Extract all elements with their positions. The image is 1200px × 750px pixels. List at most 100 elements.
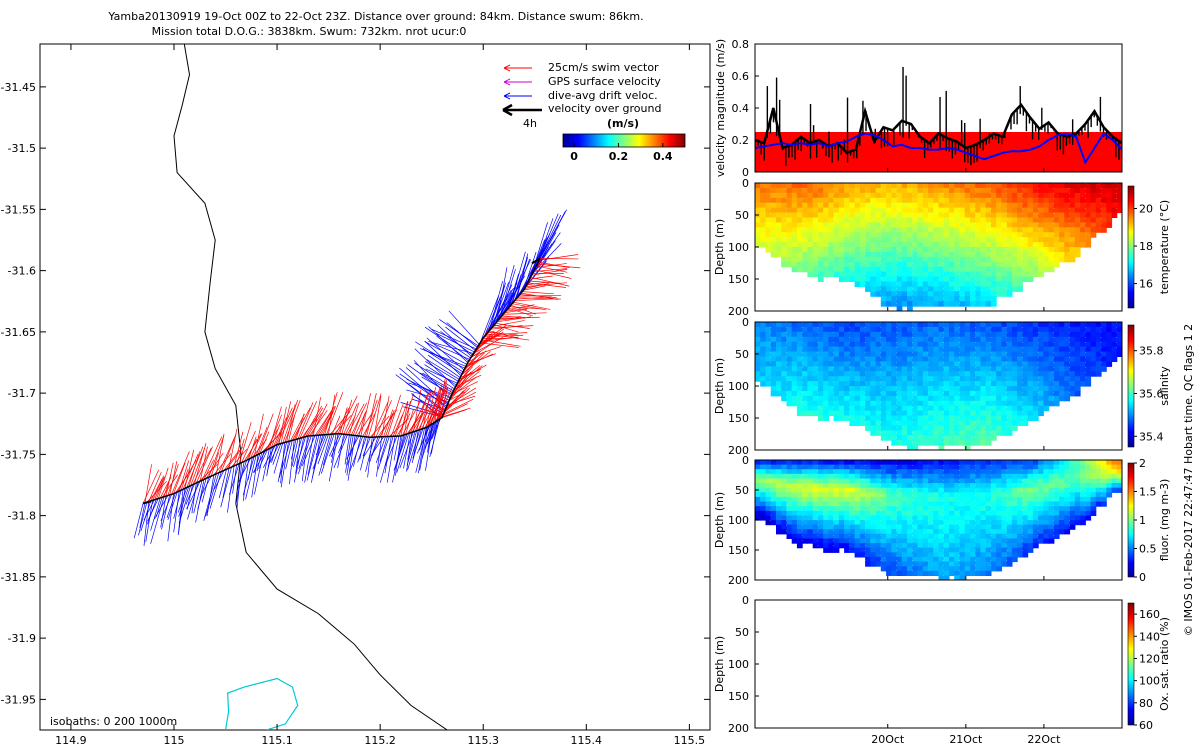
temperature-cell: [996, 286, 1002, 292]
temperature-cell: [891, 217, 898, 223]
salinity-cell: [985, 346, 992, 353]
temperature-cell: [1053, 237, 1060, 243]
temperature-cell: [933, 281, 940, 287]
fluorescence-cell: [896, 556, 903, 563]
drift-vector: [185, 483, 195, 505]
fluorescence-cell: [1001, 487, 1008, 493]
temperature-cell: [755, 237, 761, 243]
temperature-cell: [859, 266, 866, 273]
salinity-cell: [812, 326, 819, 333]
temperature-cell: [975, 261, 981, 268]
salinity-cell: [791, 400, 798, 407]
temperature-cell: [786, 237, 793, 243]
temperature-cell: [802, 232, 808, 238]
fluorescence-cell: [959, 538, 966, 544]
fluorescence-cell: [770, 515, 777, 521]
temperature-cell: [1085, 242, 1092, 248]
fluorescence-cell: [959, 496, 966, 503]
fluorescence-cell: [922, 520, 929, 526]
salinity-cell: [812, 405, 819, 412]
swim-vector: [272, 417, 287, 447]
fluorescence-cell: [1059, 506, 1065, 512]
temperature-cell: [880, 266, 887, 273]
salinity-cell: [770, 346, 777, 353]
fluorescence-cell: [817, 460, 824, 466]
temperature-cell: [781, 192, 787, 199]
fluorescence-cell: [938, 561, 945, 567]
salinity-cell: [1032, 361, 1039, 367]
salinity-cell: [980, 390, 987, 397]
swim-vector: [360, 393, 371, 437]
salinity-cell: [1027, 405, 1034, 412]
fluorescence-cell: [875, 515, 882, 521]
temperature-cell: [996, 276, 1002, 282]
fluorescence-cell: [985, 506, 992, 512]
salinity-cell: [938, 415, 945, 421]
fluorescence-cell: [823, 515, 829, 521]
salinity-cell: [985, 376, 992, 382]
temperature-cell: [1032, 261, 1039, 268]
fluorescence-cell: [891, 473, 898, 479]
drift-vector: [539, 209, 567, 259]
fluorescence-cell: [807, 515, 814, 521]
temperature-cell: [954, 266, 960, 273]
temperature-cell: [786, 256, 793, 263]
salinity-cell: [928, 322, 934, 328]
temperature-cell: [933, 197, 940, 204]
swim-vector: [475, 328, 505, 351]
fluorescence-cell: [849, 460, 856, 466]
temperature-cell: [1006, 202, 1013, 209]
fluorescence-cell: [901, 496, 908, 503]
salinity-cell: [901, 415, 908, 421]
fluorescence-cell: [796, 506, 803, 512]
fluorescence-cell: [1053, 510, 1060, 516]
temperature-cell: [781, 251, 787, 258]
salinity-cell: [807, 351, 814, 357]
salinity-cell: [938, 341, 945, 348]
fluorescence-cell: [1080, 501, 1086, 507]
salinity-cell: [1080, 346, 1086, 353]
fluorescence-cell: [938, 533, 945, 539]
temperature-cell: [1053, 217, 1060, 223]
temperature-cell: [907, 207, 913, 214]
fluorescence-cell: [1069, 496, 1076, 503]
fluorescence-cell: [907, 492, 913, 498]
fluorescence-cell: [1059, 473, 1065, 479]
salinity-cell: [1043, 341, 1050, 348]
temperature-cell: [954, 183, 960, 189]
salinity-cell: [1090, 336, 1097, 343]
temperature-cell: [770, 183, 777, 189]
salinity-cell: [896, 371, 903, 377]
fluorescence-cell: [891, 515, 898, 521]
fluorescence-cell: [907, 556, 913, 563]
salinity-cell: [901, 395, 908, 402]
drift-vector: [379, 436, 388, 462]
fluorescence-cell: [875, 547, 882, 553]
temperature-cell: [875, 192, 882, 199]
salinity-cell: [1032, 331, 1039, 338]
temperature-cell: [922, 296, 929, 302]
temperature-cell: [849, 232, 856, 238]
temperature-cell: [1074, 217, 1081, 223]
fluorescence-cell: [964, 501, 971, 507]
salinity-cell: [1043, 366, 1050, 372]
fluorescence-cell: [912, 483, 919, 489]
salinity-cell: [1032, 356, 1039, 362]
salinity-cell: [922, 410, 929, 417]
salinity-cell: [1069, 346, 1076, 353]
salinity-cell: [1106, 346, 1113, 353]
temperature-cell: [833, 232, 840, 238]
temperature-cell: [928, 251, 934, 258]
temperature-cell: [964, 281, 971, 287]
salinity-cell: [1038, 351, 1044, 357]
drift-vector: [306, 435, 320, 481]
drift-vector: [222, 468, 230, 499]
temperature-cell: [1017, 217, 1023, 223]
fluorescence-cell: [875, 543, 882, 549]
salinity-cell: [917, 430, 924, 436]
temperature-cell: [891, 187, 898, 194]
fluorescence-cell: [938, 492, 945, 498]
salinity-cell: [1048, 400, 1055, 407]
temperature-cell: [928, 197, 934, 204]
fluorescence-cell: [917, 552, 924, 558]
